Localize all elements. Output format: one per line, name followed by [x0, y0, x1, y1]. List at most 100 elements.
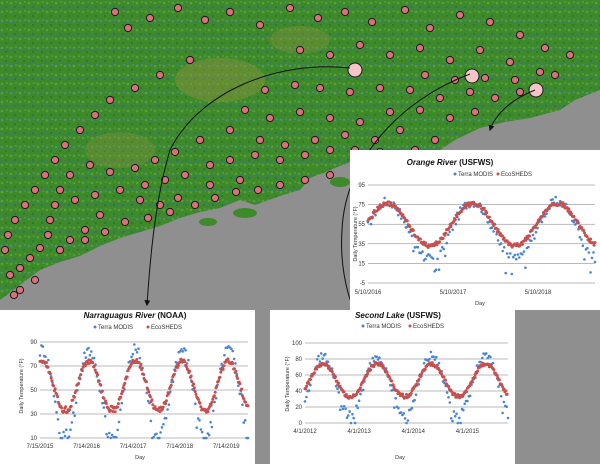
data-point: [501, 234, 504, 238]
data-point: [447, 385, 451, 388]
data-point: [485, 211, 489, 215]
data-point: [431, 257, 435, 260]
site-marker-icon: [325, 50, 335, 60]
data-point: [406, 419, 410, 422]
chart-narraguagus-river: Narraguagus River (NOAA) Terra MODIS Eco…: [0, 310, 255, 464]
data-point: [416, 245, 420, 249]
data-point: [84, 356, 88, 359]
data-point: [195, 426, 198, 430]
data-point: [123, 381, 127, 385]
data-point: [199, 428, 203, 431]
site-marker-icon: [290, 80, 300, 90]
data-point: [234, 362, 237, 365]
data-point: [531, 233, 535, 237]
data-point: [506, 416, 510, 420]
data-point: [326, 360, 330, 364]
site-marker-icon: [3, 230, 13, 240]
data-point: [390, 379, 394, 383]
data-point: [56, 395, 60, 399]
data-point: [236, 377, 240, 380]
data-point: [102, 396, 106, 400]
data-point: [105, 432, 108, 436]
x-tick-label: 7/14/2017: [120, 444, 147, 450]
data-point: [117, 420, 121, 424]
data-point: [521, 253, 524, 256]
data-point: [485, 352, 488, 355]
data-point: [180, 348, 183, 351]
site-marker-icon: [195, 135, 205, 145]
data-point: [65, 428, 68, 432]
data-point: [493, 222, 497, 226]
data-point: [580, 238, 583, 241]
site-marker-icon: [355, 117, 365, 127]
site-marker-icon: [50, 200, 60, 210]
data-point: [56, 418, 60, 421]
inland-brown-area: [85, 132, 155, 168]
data-point: [583, 231, 586, 235]
data-point: [226, 357, 230, 361]
highlighted-site-marker-icon: [528, 82, 544, 98]
site-marker-icon: [375, 83, 385, 93]
data-point: [422, 361, 426, 365]
data-point: [429, 350, 433, 354]
data-point: [351, 412, 354, 416]
y-tick-label: 95: [358, 183, 365, 189]
data-point: [100, 389, 104, 393]
data-point: [146, 399, 150, 403]
data-point: [436, 257, 439, 261]
site-marker-icon: [253, 185, 263, 195]
data-point: [357, 399, 361, 403]
site-marker-icon: [325, 170, 335, 180]
data-point: [312, 371, 316, 375]
data-point: [580, 226, 584, 230]
y-tick-label: 60: [295, 373, 302, 379]
site-marker-icon: [65, 170, 75, 180]
y-tick-label: 70: [30, 364, 37, 370]
data-point: [458, 396, 462, 400]
data-point: [115, 436, 118, 439]
data-point: [440, 245, 444, 249]
data-point: [116, 405, 120, 409]
data-point: [71, 398, 75, 402]
data-point: [209, 420, 212, 424]
site-marker-icon: [55, 185, 65, 195]
site-marker-icon: [95, 210, 105, 220]
data-point: [447, 396, 450, 399]
data-point: [178, 360, 182, 364]
island: [233, 208, 257, 218]
site-marker-icon: [255, 135, 265, 145]
site-marker-icon: [60, 140, 70, 150]
data-point: [369, 222, 373, 226]
data-point: [214, 396, 218, 400]
data-point: [445, 241, 449, 245]
site-marker-icon: [265, 113, 275, 123]
data-point: [589, 271, 592, 274]
site-marker-icon: [465, 87, 475, 97]
site-marker-icon: [340, 130, 350, 140]
chart-orange-river: Orange River (USFWS) Terra MODIS EcoSHED…: [350, 150, 600, 310]
data-point: [497, 378, 501, 382]
data-point: [454, 222, 458, 226]
site-marker-icon: [367, 17, 377, 27]
data-point: [370, 215, 374, 219]
site-marker-icon: [205, 160, 215, 170]
data-point: [459, 206, 462, 209]
data-point: [349, 421, 353, 425]
data-point: [187, 358, 190, 362]
data-point: [150, 398, 154, 402]
data-point: [528, 234, 531, 238]
site-marker-icon: [40, 170, 50, 180]
y-tick-label: -5: [360, 281, 366, 287]
data-point: [176, 364, 180, 367]
data-point: [501, 249, 505, 253]
data-point: [489, 355, 492, 359]
data-point: [170, 378, 174, 382]
data-point: [496, 228, 500, 232]
data-point: [479, 360, 483, 364]
series-ecosheds: [366, 200, 597, 249]
data-point: [572, 220, 576, 224]
data-point: [415, 382, 419, 386]
site-marker-icon: [355, 40, 365, 50]
site-marker-icon: [565, 50, 575, 60]
series-ecosheds: [38, 357, 250, 414]
